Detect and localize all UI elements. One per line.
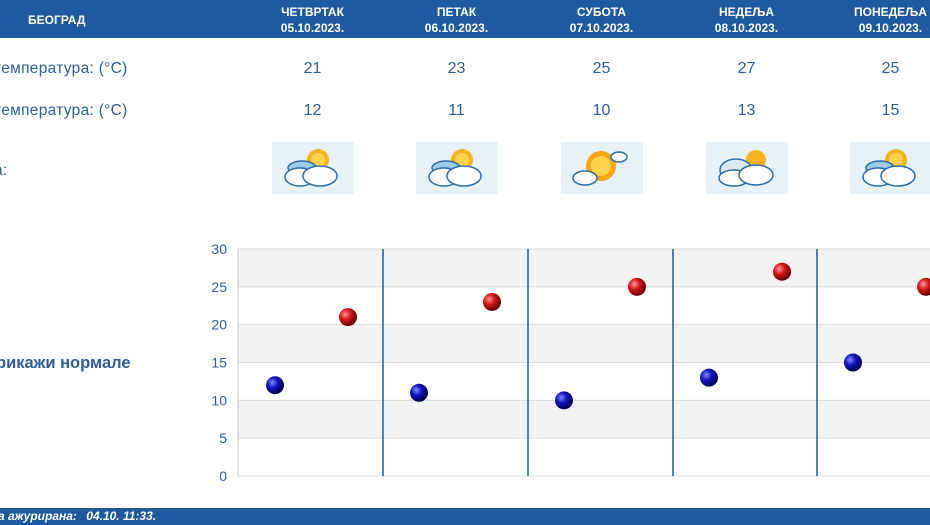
min-temp-point (844, 353, 862, 372)
min-temp-label: температура: (°C) (0, 102, 128, 119)
max-temp-value: 27 (737, 60, 756, 77)
city-name: БЕОГРАД (28, 13, 86, 27)
day-header: СУБОТА 07.10.2023. (529, 4, 674, 36)
day-header: НЕДЕЉА 08.10.2023. (674, 4, 819, 36)
y-tick-label: 10 (211, 392, 227, 408)
day-name: ПОНЕДЕЉА (854, 5, 927, 19)
day-date: 08.10.2023. (714, 21, 779, 35)
cloudy-sun-icon (706, 142, 788, 194)
partly-cloudy-icon (416, 142, 498, 194)
update-bar: а ажурирана: 04.10. 11:33. (0, 508, 930, 525)
max-temp-point (483, 292, 501, 311)
partly-cloudy-icon (850, 142, 930, 194)
max-temp-value: 23 (447, 60, 466, 77)
min-temp-point (700, 368, 718, 387)
y-tick-label: 30 (211, 241, 227, 257)
min-temp-value: 15 (881, 102, 900, 119)
y-axis-ticks: 0 5 10 15 20 25 30 (211, 241, 227, 484)
chart-band (238, 249, 930, 287)
max-temp-value: 21 (303, 60, 322, 77)
max-temp-point (628, 277, 646, 296)
day-header: ПЕТАК 06.10.2023. (384, 4, 529, 36)
max-temp-point (773, 262, 791, 281)
day-dividers (382, 249, 818, 476)
weather-label: а: (0, 162, 8, 179)
max-temp-label: температура: (°C) (0, 60, 128, 77)
show-normals-link[interactable]: рикажи нормале (0, 354, 131, 372)
max-temp-point (917, 277, 930, 296)
max-temp-point (339, 308, 357, 327)
y-tick-label: 0 (219, 468, 227, 484)
min-temp-point (266, 376, 284, 395)
chart-bands (237, 248, 930, 477)
chart-points (266, 262, 930, 410)
y-tick-label: 15 (211, 355, 227, 371)
day-date: 05.10.2023. (280, 21, 345, 35)
update-label: а ажурирана: (0, 509, 77, 523)
chart-band (238, 362, 930, 401)
max-temp-value: 25 (881, 60, 900, 77)
day-date: 07.10.2023. (569, 21, 634, 35)
min-temp-value: 12 (303, 102, 322, 119)
header-bar: БЕОГРАД ЧЕТВРТАК 05.10.2023. ПЕТАК 06.10… (0, 0, 930, 38)
chart-band (238, 438, 930, 476)
mostly-sunny-icon (561, 142, 643, 194)
min-temp-value: 13 (737, 102, 756, 119)
day-header: ПОНЕДЕЉА 09.10.2023. (818, 4, 930, 36)
day-name: СУБОТА (576, 5, 627, 19)
min-temp-point (555, 391, 573, 410)
chart-band (238, 324, 930, 363)
day-name: ЧЕТВРТАК (281, 5, 344, 19)
y-tick-label: 5 (219, 430, 227, 446)
day-name: ПЕТАК (436, 5, 477, 19)
day-date: 09.10.2023. (858, 21, 923, 35)
update-time: 04.10. 11:33. (86, 509, 157, 523)
min-temp-value: 10 (592, 102, 611, 119)
partly-cloudy-icon (272, 142, 354, 194)
max-temp-value: 25 (592, 60, 611, 77)
day-date: 06.10.2023. (424, 21, 489, 35)
y-tick-label: 25 (211, 279, 227, 295)
min-temp-value: 11 (448, 102, 465, 119)
day-header: ЧЕТВРТАК 05.10.2023. (240, 4, 385, 36)
min-temp-point (410, 383, 428, 402)
y-tick-label: 20 (211, 317, 227, 333)
chart-band (238, 400, 930, 439)
day-name: НЕДЕЉА (718, 5, 774, 19)
